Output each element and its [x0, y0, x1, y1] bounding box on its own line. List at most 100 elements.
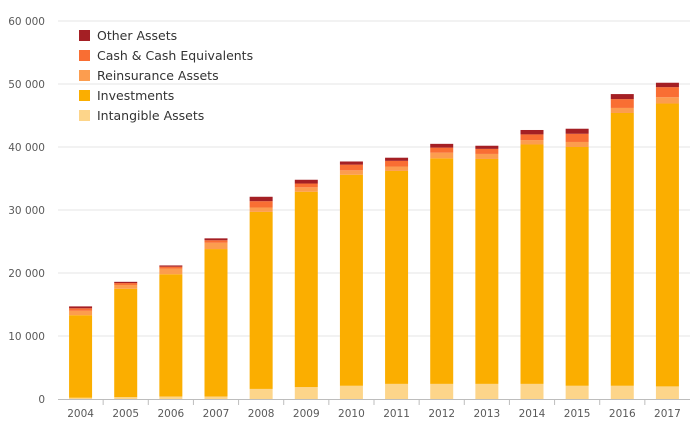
legend-label: Investments	[97, 88, 174, 103]
legend-swatch	[79, 50, 90, 61]
y-tick-label: 0	[38, 394, 45, 406]
bar-segment	[294, 191, 318, 388]
bar-segment	[69, 310, 93, 316]
bar-segment	[294, 387, 318, 399]
bar-segment	[69, 306, 93, 309]
x-tick-label: 2014	[519, 408, 546, 420]
bar-segment	[69, 315, 93, 398]
x-tick-label: 2008	[248, 408, 275, 420]
y-tick-label: 10 000	[8, 331, 45, 343]
bar-segment	[475, 158, 499, 384]
bar-segment	[249, 196, 273, 202]
y-tick-label: 30 000	[8, 205, 45, 217]
bar-segment	[430, 152, 454, 159]
bar-segment	[339, 174, 363, 386]
bar-stack-2016	[610, 94, 634, 399]
bar-stack-2004	[69, 306, 93, 399]
bar-segment	[565, 147, 589, 386]
x-tick-label: 2011	[383, 408, 410, 420]
bar-segment	[69, 397, 93, 399]
bar-segment	[475, 148, 499, 154]
x-tick-label: 2017	[654, 408, 681, 420]
bar-segment	[114, 281, 138, 284]
bar-segment	[159, 265, 183, 267]
bar-segment	[339, 161, 363, 165]
x-tick-label: 2009	[293, 408, 320, 420]
bar-segment	[204, 240, 228, 243]
bar-stack-2015	[565, 128, 589, 399]
bar-segment	[655, 386, 679, 399]
x-tick-label: 2016	[609, 408, 636, 420]
bar-segment	[520, 140, 544, 145]
bar-segment	[610, 99, 634, 108]
bar-segment	[520, 144, 544, 384]
bar-segment	[114, 397, 138, 399]
bar-segment	[69, 308, 93, 311]
x-tick-label: 2010	[338, 408, 365, 420]
bar-segment	[294, 179, 318, 184]
bar-segment	[565, 133, 589, 142]
bar-stack-2006	[159, 265, 183, 399]
bar-stack-2007	[204, 238, 228, 399]
bar-segment	[339, 164, 363, 171]
x-tick-label: 2007	[203, 408, 230, 420]
bar-segment	[204, 396, 228, 399]
bar-segment	[520, 134, 544, 141]
x-tick-label: 2013	[473, 408, 500, 420]
bar-stack-2008	[249, 196, 273, 399]
bar-segment	[655, 97, 679, 104]
bar-segment	[339, 170, 363, 175]
bar-segment	[294, 183, 318, 188]
bar-stack-2014	[520, 129, 544, 399]
legend-label: Other Assets	[97, 28, 177, 43]
bar-segment	[159, 268, 183, 275]
bar-stack-2012	[430, 143, 454, 399]
bar-segment	[430, 147, 454, 153]
bar-segment	[339, 385, 363, 399]
bar-segment	[204, 238, 228, 241]
bar-segment	[610, 112, 634, 386]
bar-stack-2009	[294, 179, 318, 399]
bar-segment	[475, 153, 499, 159]
y-tick-label: 20 000	[8, 268, 45, 280]
bar-segment	[430, 158, 454, 384]
y-tick-label: 40 000	[8, 142, 45, 154]
legend-swatch	[79, 30, 90, 41]
bar-segment	[385, 166, 409, 171]
bar-segment	[475, 145, 499, 149]
bar-stack-2005	[114, 281, 138, 399]
bar-segment	[159, 274, 183, 397]
bar-segment	[385, 170, 409, 384]
bar-segment	[565, 141, 589, 147]
bar-segment	[385, 160, 409, 167]
bar-stack-2017	[655, 82, 679, 399]
y-tick-label: 60 000	[8, 16, 45, 28]
bar-segment	[249, 211, 273, 389]
bar-segment	[114, 283, 138, 285]
bar-segment	[385, 157, 409, 161]
y-axis: 0 10 000 20 000 30 000 40 000 50 000 60 000	[8, 16, 45, 406]
y-tick-label: 50 000	[8, 79, 45, 91]
bar-segment	[159, 396, 183, 399]
legend-swatch	[79, 90, 90, 101]
bar-segment	[430, 143, 454, 148]
legend-label: Cash & Cash Equivalents	[97, 48, 253, 63]
legend-item: Investments	[79, 88, 174, 103]
x-tick-label: 2004	[67, 408, 94, 420]
bar-segment	[249, 207, 273, 212]
bar-segment	[204, 242, 228, 250]
bar-segment	[610, 94, 634, 100]
legend-label: Intangible Assets	[97, 108, 204, 123]
x-axis: 2004 2005 2006 2007 2008 2009 2010 2011 2012 2013…	[58, 399, 690, 420]
bar-segment	[294, 187, 318, 192]
x-tick-label: 2005	[112, 408, 139, 420]
bar-segment	[475, 383, 499, 399]
legend-item: Reinsurance Assets	[79, 68, 219, 83]
x-tick-label: 2015	[564, 408, 591, 420]
legend-item: Other Assets	[79, 28, 177, 43]
bar-segment	[520, 383, 544, 399]
bar-segment	[385, 383, 409, 399]
bar-segment	[430, 383, 454, 399]
